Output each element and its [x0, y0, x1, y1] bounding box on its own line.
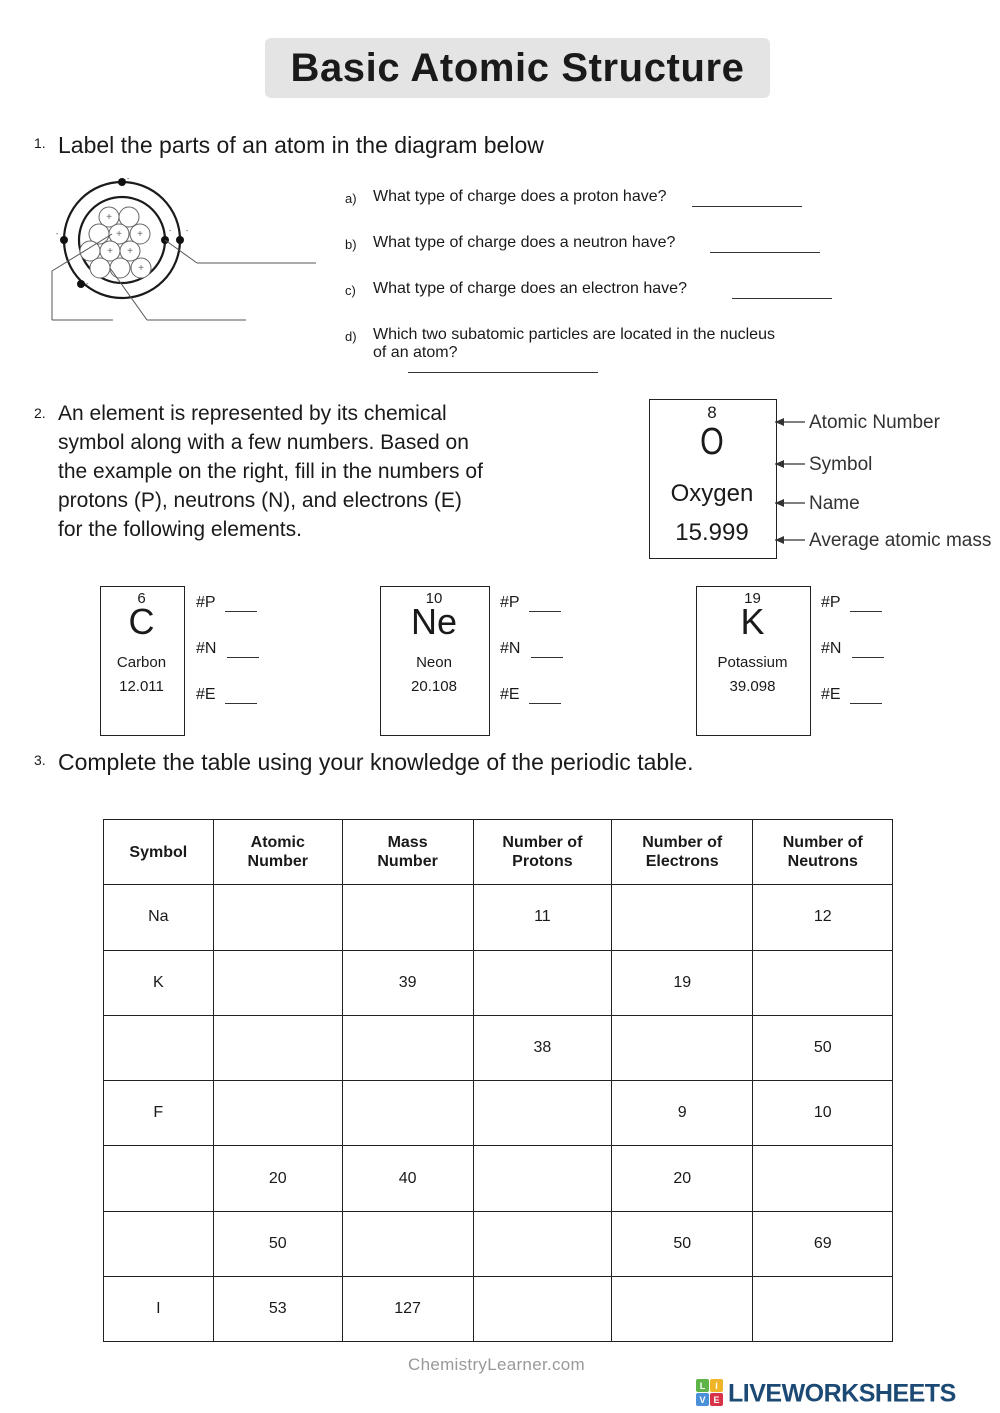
svg-text:+: + [106, 212, 112, 223]
svg-text:+: + [138, 263, 144, 274]
svg-text:+: + [116, 229, 122, 240]
svg-text:Average atomic mass: Average atomic mass [809, 530, 991, 551]
svg-text:V: V [699, 1395, 705, 1405]
svg-text:-: - [56, 231, 59, 238]
svg-text:-: - [186, 228, 189, 235]
svg-text:L: L [700, 1381, 706, 1391]
svg-text:LIVEWORKSHEETS: LIVEWORKSHEETS [728, 1380, 956, 1408]
svg-text:-: - [169, 228, 172, 235]
svg-text:Name: Name [809, 493, 860, 514]
svg-text:+: + [107, 246, 113, 257]
svg-text:Symbol: Symbol [809, 454, 872, 475]
svg-text:Atomic Number: Atomic Number [809, 412, 941, 433]
svg-text:+: + [127, 246, 133, 257]
svg-text:E: E [713, 1395, 719, 1405]
svg-text:+: + [137, 229, 143, 240]
svg-text:I: I [715, 1381, 718, 1391]
